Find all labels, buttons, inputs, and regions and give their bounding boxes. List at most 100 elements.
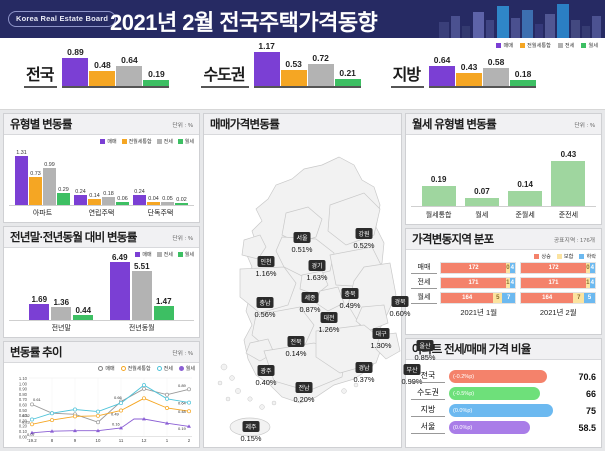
svg-text:0.00: 0.00 bbox=[19, 434, 28, 439]
card-body: 전국 (-0.2%p) 70.6 수도권 (-0.5%p) bbox=[406, 360, 601, 447]
card-jeonse-sale-ratio: 아파트 전세/매매 가격 비율 전국 (-0.2%p) 70.6 수도권 bbox=[405, 338, 602, 448]
type-change-chart: 1.31 0.73 0.99 0.29 0.24 0.14 0.18 0.06 bbox=[9, 146, 194, 206]
svg-text:0.32: 0.32 bbox=[22, 413, 31, 418]
svg-text:0.64: 0.64 bbox=[178, 401, 187, 406]
ratio-row-local: 지방 (0.0%p) 75 bbox=[411, 404, 596, 417]
card-title: 가격변동지역 분포 bbox=[412, 234, 494, 246]
dist-row-wolse: 월세 164 5 7 164 7 5 bbox=[411, 292, 596, 304]
chart-legend: 매매 전세 월세 bbox=[9, 251, 194, 258]
summary-group-metro: 수도권 1.17 0.53 0.72 0.21 bbox=[201, 41, 361, 88]
card-title: 아파트 전세/매매 가격 비율 bbox=[412, 344, 531, 356]
card-type-change: 유형별 변동률 단위 : % 매매 전월세통합 전세 월세 1.31 0.73 bbox=[3, 113, 200, 223]
summary-bar-sale: 0.89 bbox=[62, 47, 89, 86]
card-header: 아파트 전세/매매 가격 비율 bbox=[406, 339, 601, 360]
bar-group-rowhouse: 0.24 0.14 0.18 0.06 bbox=[72, 146, 131, 205]
segment-flat: 5 bbox=[493, 293, 503, 303]
column-center: 매매가격변동률 bbox=[203, 113, 435, 448]
summary-bar-wolse: 0.19 bbox=[143, 69, 170, 86]
map-label-gyeongbuk: 경북 0.60% bbox=[390, 291, 410, 318]
svg-text:0.20: 0.20 bbox=[19, 424, 28, 429]
card-body: 0.19 0.07 0.14 0.43 월세통합 bbox=[406, 135, 601, 224]
summary-bars-local: 0.64 0.43 0.58 0.18 bbox=[429, 55, 537, 88]
legend-item-jeonse: 전세 bbox=[156, 251, 173, 258]
bar-group-detached: 0.24 0.04 0.05 0.02 bbox=[131, 146, 190, 205]
svg-text:0.30: 0.30 bbox=[19, 418, 28, 423]
segment-flat: 7 bbox=[573, 293, 585, 303]
category-label: 단독주택 bbox=[147, 210, 174, 217]
category-label: 연립주택 bbox=[88, 210, 115, 217]
bar-junwolse: 0.14 bbox=[508, 180, 543, 206]
column-left: 유형별 변동률 단위 : % 매매 전월세통합 전세 월세 1.31 0.73 bbox=[3, 113, 200, 448]
bar-group-wolse: 0.07 bbox=[460, 149, 503, 206]
card-body: 매매 전월세통합 전세 월세 1.10 1.00 0.90 0.80 bbox=[4, 363, 199, 447]
map-label-gyeonggi: 경기 1.63% bbox=[307, 255, 327, 282]
bar-jeonwolse: 0.14 bbox=[88, 193, 101, 205]
card-title: 유형별 변동률 bbox=[10, 119, 72, 131]
summary-group-local: 지방 0.64 0.43 0.58 0.18 bbox=[390, 52, 537, 88]
map-label-incheon: 인천 1.16% bbox=[256, 251, 276, 278]
ratio-label: 지방 bbox=[411, 404, 445, 417]
category-label: 월세통합 bbox=[425, 212, 452, 219]
card-title: 변동률 추이 bbox=[10, 347, 63, 359]
ratio-track: (-0.5%p) bbox=[449, 387, 560, 400]
summary-bars-nationwide: 0.89 0.48 0.64 0.19 bbox=[62, 47, 170, 88]
dashboard-grid: 유형별 변동률 단위 : % 매매 전월세통합 전세 월세 1.31 0.73 bbox=[0, 110, 605, 451]
bar-jeonse: 0.18 bbox=[102, 191, 115, 205]
svg-text:0.70: 0.70 bbox=[19, 397, 28, 402]
chart-legend: 매매 전월세통합 전세 월세 bbox=[8, 365, 195, 372]
bar-wolse: 0.07 bbox=[464, 187, 499, 206]
bar-group-junjeonse: 0.43 bbox=[547, 149, 590, 206]
dist-stack-month2: 171 1 4 bbox=[520, 277, 596, 289]
segment-down: 4 bbox=[589, 263, 595, 273]
dist-stack-month1: 164 5 7 bbox=[440, 292, 516, 304]
bar-jeonse: 0.99 bbox=[43, 162, 56, 205]
bar-wolse: 1.47 bbox=[153, 297, 174, 320]
segment-up: 172 bbox=[441, 263, 507, 273]
ratio-delta: (-0.2%p) bbox=[453, 373, 475, 380]
summary-group-nationwide: 전국 0.89 0.48 0.64 0.19 bbox=[24, 47, 170, 88]
svg-text:'19.2: '19.2 bbox=[27, 438, 37, 443]
legend-item-sale: 매매 bbox=[100, 138, 117, 145]
map-label-jeonbuk: 전북 0.14% bbox=[286, 331, 306, 358]
ratio-value: 75 bbox=[585, 405, 596, 416]
segment-flat: 0 bbox=[586, 263, 590, 273]
bar-wolse: 0.44 bbox=[73, 306, 94, 320]
card-header: 변동률 추이 단위 : % bbox=[4, 342, 199, 363]
monthly-rent-chart: 0.19 0.07 0.14 0.43 bbox=[411, 149, 596, 207]
summary-band: 매매 전월세통합 전세 월세 전국 0.89 0.48 0.64 0.19 수도… bbox=[0, 38, 605, 110]
category-label: 준월세 bbox=[515, 212, 535, 219]
svg-text:0.90: 0.90 bbox=[19, 387, 28, 392]
skyline-decoration bbox=[439, 4, 601, 38]
chart-legend: 상승 보합 하락 bbox=[411, 253, 596, 260]
legend-item-jeonwolse: 전월세통합 bbox=[120, 365, 151, 372]
card-body: 매매 전세 월세 1.69 1.36 0.44 6.49 5.51 bbox=[4, 248, 199, 337]
map-label-seoul: 서울 0.51% bbox=[292, 227, 312, 254]
card-header: 월세 유형별 변동률 단위 : % bbox=[406, 114, 601, 135]
page-header: Korea Real Estate Board 2021년 2월 전국주택가격동… bbox=[0, 0, 605, 38]
legend-item-jeonse: 전세 bbox=[156, 138, 173, 145]
card-header: 유형별 변동률 단위 : % bbox=[4, 114, 199, 135]
ratio-row-seoul: 서울 (0.0%p) 58.5 bbox=[411, 421, 596, 434]
card-note: 공표지역 : 176개 bbox=[553, 237, 595, 244]
legend-item-up: 상승 bbox=[534, 253, 551, 260]
segment-flat: 1 bbox=[585, 278, 590, 288]
legend-item-down: 하락 bbox=[579, 253, 596, 260]
svg-text:1: 1 bbox=[166, 438, 169, 443]
column-right: 월세 유형별 변동률 단위 : % 0.19 0.07 0.14 bbox=[405, 113, 602, 448]
map-label-ulsan: 울산 0.85% bbox=[415, 335, 435, 362]
segment-flat: 0 bbox=[506, 263, 510, 273]
page-title: 2021년 2월 전국주택가격동향 bbox=[110, 10, 378, 35]
svg-text:2: 2 bbox=[188, 438, 191, 443]
card-unit: 단위 : % bbox=[172, 235, 193, 242]
svg-text:0.80: 0.80 bbox=[19, 392, 28, 397]
bar-jeonwolse: 0.73 bbox=[29, 171, 42, 205]
month-label-1: 2021년 1월 bbox=[460, 308, 498, 317]
organization-logo: Korea Real Estate Board bbox=[8, 11, 117, 27]
svg-text:12: 12 bbox=[142, 438, 147, 443]
category-label: 아파트 bbox=[32, 210, 53, 217]
svg-text:0.16: 0.16 bbox=[112, 422, 121, 427]
svg-text:0.50: 0.50 bbox=[19, 408, 28, 413]
bar-wolse: 0.29 bbox=[57, 187, 70, 205]
svg-text:0.60: 0.60 bbox=[19, 403, 28, 408]
map-label-chungbuk: 충북 0.49% bbox=[340, 283, 360, 310]
